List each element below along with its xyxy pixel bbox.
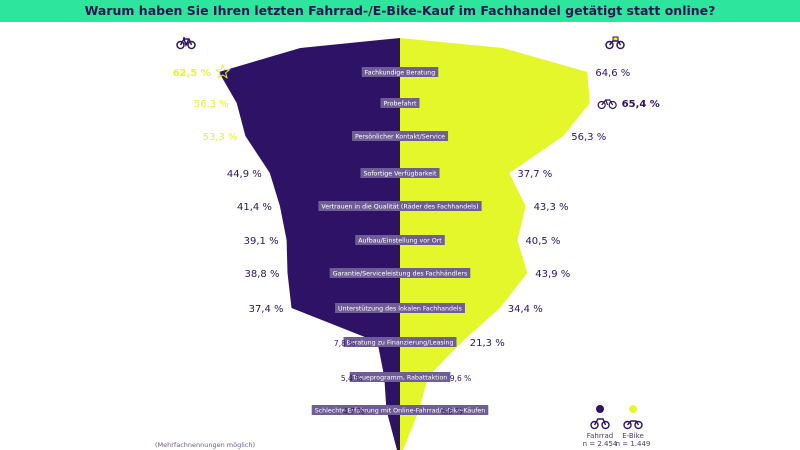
category-box	[318, 201, 482, 211]
fahrrad-value-label: 39,1 %	[244, 236, 279, 247]
category-box	[329, 268, 471, 278]
ebike-value-label: 40,5 %	[525, 236, 560, 247]
legend-label-ebike: E-Bike	[622, 432, 644, 440]
ebike-value-label: 37,7 %	[517, 169, 552, 180]
category-text: Unterstützung des lokalen Fachhandels	[338, 306, 462, 313]
category-box	[360, 168, 440, 178]
fahrrad-value-label: 4,7 %	[343, 407, 364, 416]
category-label: Probefahrt	[380, 98, 420, 108]
ebike-value-label: 9,6 %	[450, 374, 471, 383]
footnote: (Mehrfachnennungen möglich)	[155, 441, 256, 449]
category-box	[349, 372, 451, 382]
ebike-value-label: 34,4 %	[508, 304, 543, 315]
legend-bicycle-icon	[590, 418, 610, 430]
category-label: Aufbau/Einstellung vor Ort	[355, 235, 445, 245]
chart-title: Warum haben Sie Ihren letzten Fahrrad-/E…	[84, 3, 716, 18]
legend-ebike: E-Bike n = 1.449	[608, 405, 658, 448]
star-icon	[214, 63, 231, 79]
category-text: Probefahrt	[384, 101, 418, 108]
legend-n-fahrrad: n = 2.454	[582, 440, 618, 448]
category-box	[351, 131, 449, 141]
category-text: Vertrauen in die Qualität (Räder des Fac…	[321, 204, 478, 211]
fahrrad-value-label: 37,4 %	[249, 304, 284, 315]
legend-ebike-icon	[623, 420, 643, 430]
category-label: Garantie/Serviceleistung des Fachhändler…	[329, 268, 471, 278]
category-box	[343, 337, 457, 347]
category-box	[361, 67, 439, 77]
legend-fahrrad: Fahrrad n = 2.454	[575, 405, 625, 448]
fahrrad-value-label: 53,3 %	[202, 132, 237, 143]
category-text: Treueprogramm, Rabattaktion	[352, 375, 448, 382]
category-text: Beratung zu Finanzierung/Leasing	[347, 340, 454, 347]
category-box	[380, 98, 420, 108]
legend-label-fahrrad: Fahrrad	[586, 432, 614, 440]
category-label: Schlechte Erfahrung mit Online-Fahrrad/E…	[311, 405, 489, 415]
legend-swatch-fahrrad	[596, 405, 604, 413]
ebike-value-label: 6,6 %	[441, 407, 462, 416]
category-box	[335, 303, 465, 313]
bicycle-icon	[176, 37, 196, 50]
category-label: Treueprogramm, Rabattaktion	[349, 372, 451, 382]
category-text: Fachkundige Beratung	[365, 70, 436, 77]
category-label: Persönlicher Kontakt/Service	[351, 131, 449, 141]
ebike-value-label: 43,9 %	[535, 269, 570, 280]
category-text: Garantie/Serviceleistung des Fachhändler…	[333, 271, 468, 278]
category-label: Sofortige Verfügbarkeit	[360, 168, 440, 178]
category-label: Unterstützung des lokalen Fachhandels	[335, 303, 465, 313]
fahrrad-value-label: 7,8 %	[334, 339, 355, 348]
ebike-value-label: 65,4 %	[622, 99, 660, 110]
category-box	[355, 235, 445, 245]
fahrrad-value-label: 41,4 %	[237, 202, 272, 213]
category-text: Sofortige Verfügbarkeit	[363, 171, 437, 178]
category-label: Beratung zu Finanzierung/Leasing	[343, 337, 457, 347]
ebike-icon	[605, 36, 625, 50]
fahrrad-value-label: 44,9 %	[227, 169, 262, 180]
title-bar	[0, 0, 800, 22]
category-text: Schlechte Erfahrung mit Online-Fahrrad/E…	[315, 408, 486, 415]
fahrrad-value-label: 38,8 %	[245, 269, 280, 280]
ebike-value-label: 64,6 %	[595, 68, 630, 79]
fahrrad-value-label: 5,4 %	[341, 374, 362, 383]
ebike-value-label: 43,3 %	[534, 202, 569, 213]
fahrrad-value-label: 56,3 %	[194, 99, 229, 110]
ebike-highlight-icon	[597, 99, 617, 110]
legend-n-ebike: n = 1.449	[615, 440, 651, 448]
category-text: Aufbau/Einstellung vor Ort	[358, 238, 442, 245]
category-label: Fachkundige Beratung	[361, 67, 439, 77]
legend-swatch-ebike	[629, 405, 637, 413]
ebike-value-label: 56,3 %	[571, 132, 606, 143]
category-label: Vertrauen in die Qualität (Räder des Fac…	[318, 201, 482, 211]
category-box	[311, 405, 489, 415]
ebike-value-label: 21,3 %	[470, 338, 505, 349]
fahrrad-value-label: 62,5 %	[173, 68, 211, 79]
category-text: Persönlicher Kontakt/Service	[355, 134, 445, 141]
